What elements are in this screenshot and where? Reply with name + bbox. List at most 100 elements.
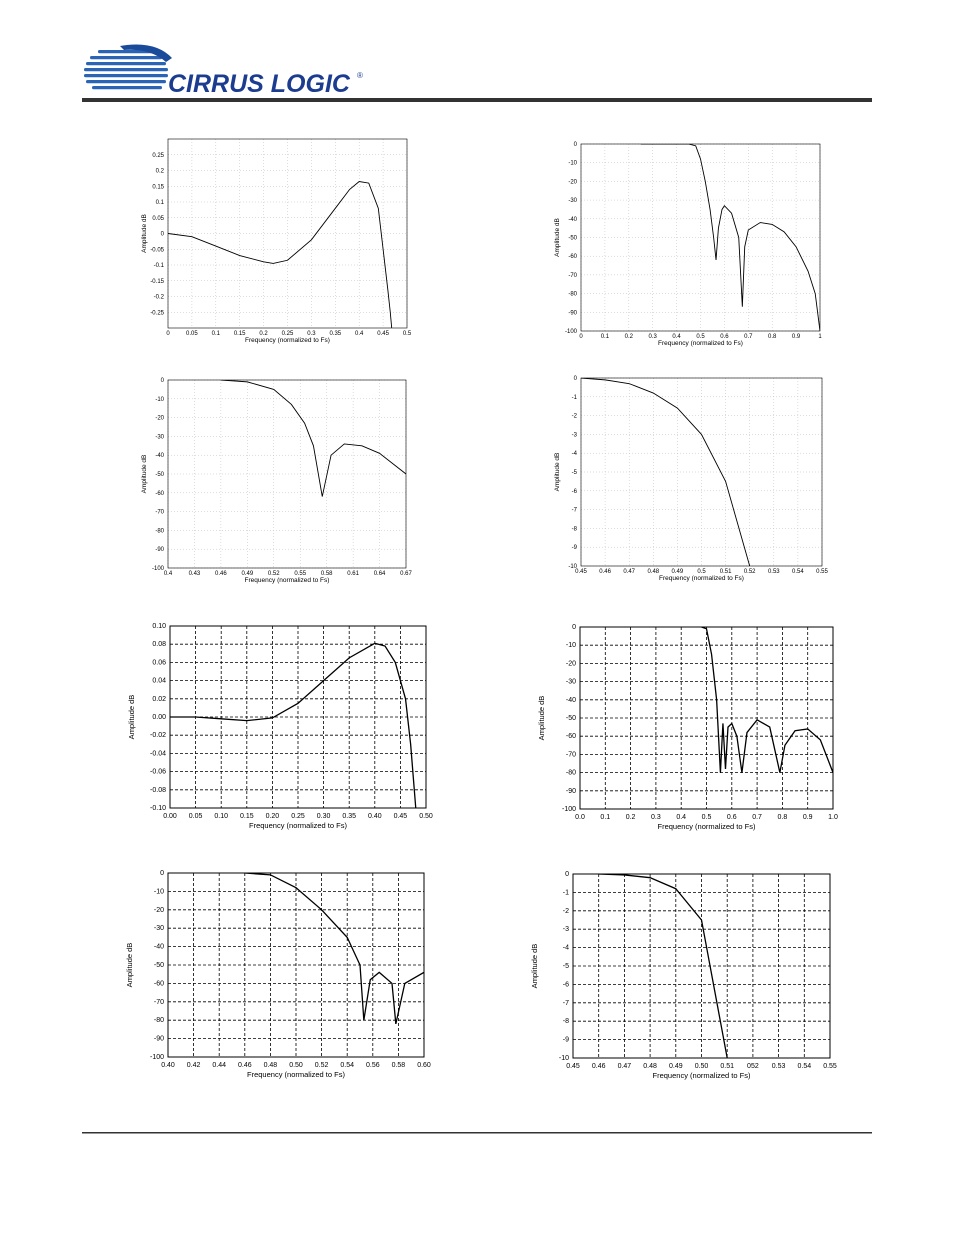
plot-frame <box>580 377 823 567</box>
x-tick-label: 0.42 <box>187 1062 201 1069</box>
y-tick-label: -30 <box>154 925 164 932</box>
y-tick-label: 0 <box>574 142 578 148</box>
x-tick-label: 0.49 <box>241 571 253 577</box>
x-tick-label: 0.6 <box>720 334 729 340</box>
plot-frame <box>167 872 425 1058</box>
x-tick-label: 0.53 <box>768 569 780 575</box>
y-tick-label: -0.05 <box>150 247 164 253</box>
x-tick-label: 0.00 <box>163 813 177 820</box>
x-tick-label: 0.50 <box>289 1062 303 1069</box>
y-tick-label: -0.15 <box>150 279 164 285</box>
y-tick-label: 0 <box>565 871 569 878</box>
y-tick-label: 0.06 <box>152 659 166 666</box>
plot-frame <box>580 143 821 332</box>
y-tick-label: 0.00 <box>152 714 166 721</box>
y-tick-label: -10 <box>155 397 164 403</box>
x-tick-label: 0.2 <box>625 334 634 340</box>
x-tick-label: 0.55 <box>823 1063 837 1070</box>
x-tick-label: 0.4 <box>676 814 686 821</box>
x-tick-label: 1.0 <box>828 814 838 821</box>
y-tick-label: -90 <box>568 310 577 316</box>
y-tick-label: -20 <box>155 416 164 422</box>
y-tick-label: -5 <box>572 470 578 476</box>
y-tick-label: -4 <box>572 451 578 457</box>
plot-frame <box>167 379 407 569</box>
y-tick-label: -40 <box>568 217 577 223</box>
y-tick-label: -40 <box>155 453 164 459</box>
y-tick-label: -80 <box>154 1017 164 1024</box>
x-tick-label: 0.5 <box>696 334 705 340</box>
y-axis-label: Amplitude dB <box>554 218 561 257</box>
y-tick-label: -30 <box>155 434 164 440</box>
x-tick-label: 0.0 <box>575 814 585 821</box>
chart: 0.40 0.42 0.44 0.46 0.48 0.50 0.52 0.54 0.56 0.58… <box>125 870 431 1079</box>
x-tick-label: 0.1 <box>212 331 221 337</box>
x-tick-label: 0.45 <box>377 331 389 337</box>
y-tick-label: 0.10 <box>152 623 166 630</box>
x-tick-label: 0.45 <box>566 1063 580 1070</box>
y-tick-label: -30 <box>566 679 576 686</box>
x-tick-label: 0.40 <box>161 1062 175 1069</box>
y-tick-label: -50 <box>566 715 576 722</box>
x-tick-label: 0.54 <box>792 569 804 575</box>
x-tick-label: 0.5 <box>702 814 712 821</box>
x-tick-label: 0.2 <box>626 814 636 821</box>
y-tick-label: -1 <box>572 395 578 401</box>
y-tick-label: -70 <box>154 999 164 1006</box>
y-tick-label: 0.25 <box>152 153 164 159</box>
curve <box>581 378 751 566</box>
x-tick-label: 0.45 <box>575 569 587 575</box>
y-tick-label: -0.04 <box>150 750 166 757</box>
x-tick-label: 0.47 <box>618 1063 632 1070</box>
x-tick-label: 0.7 <box>752 814 762 821</box>
y-tick-label: -60 <box>154 980 164 987</box>
y-tick-label: -60 <box>155 491 164 497</box>
x-tick-label: 0.5 <box>403 331 412 337</box>
x-tick-label: 0.47 <box>623 569 635 575</box>
x-tick-label: 0.05 <box>189 813 203 820</box>
x-tick-label: 0.9 <box>792 334 801 340</box>
y-tick-label: -10 <box>154 888 164 895</box>
x-tick-label: 0.40 <box>368 813 382 820</box>
logo-mark: ® <box>357 71 363 80</box>
y-tick-label: -3 <box>572 432 578 438</box>
y-tick-label: -50 <box>568 236 577 242</box>
x-tick-label: 0.3 <box>649 334 658 340</box>
y-tick-label: -0.1 <box>154 263 165 269</box>
x-tick-label: 052 <box>747 1063 759 1070</box>
plot-frame <box>579 626 834 810</box>
logo-text: CIRRUS LOGIC <box>168 70 351 98</box>
y-tick-label: -40 <box>154 944 164 951</box>
x-tick-label: 0.35 <box>329 331 341 337</box>
chart: 0 0.05 0.1 0.15 0.2 0.25 0.3 0.35 0.4 0.45 0.5 0.25… <box>141 138 412 344</box>
y-axis-label: Amplitude dB <box>554 453 561 492</box>
y-tick-label: -100 <box>565 329 578 335</box>
x-tick-label: 0.4 <box>355 331 364 337</box>
x-tick-label: 0.51 <box>720 1063 734 1070</box>
x-tick-label: 0.8 <box>768 334 777 340</box>
y-tick-label: -0.10 <box>150 805 166 812</box>
y-axis-label: Amplitude dB <box>537 696 546 741</box>
plot-frame <box>167 138 408 329</box>
y-tick-label: -0.08 <box>150 787 166 794</box>
x-tick-label: 0.46 <box>215 571 227 577</box>
x-axis-label: Frequency (normalized to Fs) <box>659 575 744 582</box>
x-tick-label: 0.64 <box>374 571 386 577</box>
curve <box>598 874 728 1058</box>
footer-rule <box>82 1132 872 1134</box>
y-tick-label: -70 <box>568 273 577 279</box>
x-tick-label: 0.2 <box>259 331 268 337</box>
y-tick-label: -10 <box>568 161 577 167</box>
y-tick-label: -80 <box>155 528 164 534</box>
x-tick-label: 0.45 <box>394 813 408 820</box>
x-tick-label: 0.50 <box>695 1063 709 1070</box>
x-tick-label: 0.53 <box>772 1063 786 1070</box>
y-tick-label: 0 <box>161 232 165 238</box>
y-tick-label: -80 <box>568 292 577 298</box>
y-tick-label: -30 <box>568 198 577 204</box>
x-tick-label: 0.55 <box>816 569 828 575</box>
x-tick-label: 0.52 <box>268 571 280 577</box>
y-tick-label: 0.1 <box>156 200 165 206</box>
x-tick-label: 0.52 <box>315 1062 329 1069</box>
